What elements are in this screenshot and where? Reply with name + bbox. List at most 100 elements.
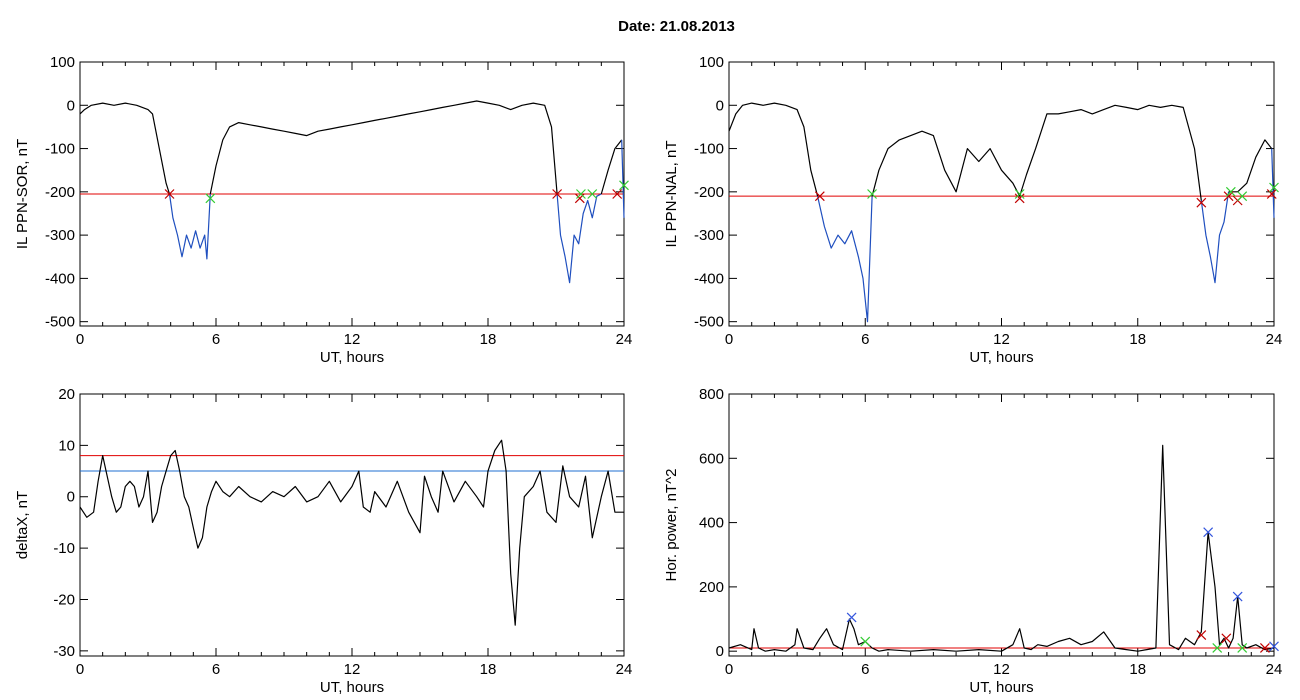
y-tick-label: 100 (699, 54, 724, 71)
x-tick-label: 0 (76, 661, 84, 678)
y-tick-label: 100 (50, 54, 75, 71)
panel-il-ppn-sor: 0 6 12 18 24 100 0 -100 -200 -300 -400 -500 UT, hour… (14, 54, 632, 366)
end-marker (1237, 643, 1248, 653)
peak-marker (1203, 527, 1214, 538)
substorm-line-segment (621, 139, 625, 218)
y-tick-label: 600 (699, 450, 724, 467)
data-line-segment (79, 439, 624, 626)
x-axis-label: UT, hours (320, 349, 384, 366)
y-tick-label: 0 (67, 97, 75, 114)
y-axis-label: IL PPN-NAL, nT (663, 141, 680, 248)
plot-frame (728, 393, 1275, 657)
substorm-line-segment (1271, 148, 1275, 218)
y-tick-label: -10 (53, 540, 75, 557)
end-marker (1225, 186, 1236, 197)
onset-marker (612, 189, 623, 199)
substorm-line-segment (1200, 191, 1230, 284)
data-line-segment (600, 139, 623, 195)
end-marker (1014, 189, 1025, 199)
y-tick-label: 10 (58, 437, 75, 454)
x-tick-label: 12 (344, 331, 361, 348)
substorm-line-segment (817, 196, 873, 323)
substorm-line-segment (556, 193, 602, 284)
chart-title: Date: 21.08.2013 (618, 18, 735, 35)
end-marker (576, 189, 586, 199)
x-tick-label: 12 (344, 661, 361, 678)
y-tick-label: -400 (45, 270, 75, 287)
onset-marker (1196, 630, 1207, 641)
x-tick-label: 24 (1266, 331, 1283, 348)
plot-frame (728, 61, 1275, 327)
end-marker (860, 636, 871, 647)
panel-deltax: 0 6 12 18 24 20 10 0 -10 -20 -30 UT, hours deltaX, n… (14, 386, 632, 696)
y-tick-label: 0 (716, 643, 724, 660)
y-tick-label: -20 (53, 591, 75, 608)
x-tick-label: 0 (725, 661, 733, 678)
y-tick-label: 0 (67, 489, 75, 506)
y-tick-label: -200 (45, 184, 75, 201)
x-tick-label: 6 (861, 661, 869, 678)
data-line-segment (209, 100, 558, 195)
peak-marker (846, 612, 857, 623)
x-tick-label: 0 (76, 331, 84, 348)
end-marker (867, 189, 877, 199)
x-axis-label: UT, hours (320, 679, 384, 696)
y-tick-label: 800 (699, 386, 724, 403)
y-axis-label: deltaX, nT (14, 491, 31, 559)
end-marker (619, 180, 629, 191)
end-marker (1212, 643, 1223, 653)
plot-frame (79, 393, 625, 657)
end-marker (1269, 182, 1279, 193)
x-tick-label: 6 (212, 331, 220, 348)
data-line-segment (728, 102, 819, 197)
y-tick-label: -300 (45, 227, 75, 244)
onset-marker (1014, 193, 1025, 204)
y-tick-label: -500 (694, 314, 724, 331)
panel-il-ppn-nal: 0 6 12 18 24 100 0 -100 -200 -300 -400 -500 UT, hour… (663, 54, 1282, 366)
onset-marker (1196, 197, 1207, 208)
end-marker (205, 193, 216, 204)
onset-marker (1259, 643, 1270, 653)
data-line-segment (79, 102, 171, 195)
y-tick-label: -100 (45, 141, 75, 158)
y-tick-label: 20 (58, 386, 75, 403)
x-tick-label: 18 (1129, 661, 1146, 678)
panel-hor-power: 0 6 12 18 24 800 600 400 200 0 UT, hours Hor. power… (663, 386, 1282, 696)
peak-marker (1232, 591, 1243, 602)
y-axis-label: IL PPN-SOR, nT (14, 139, 31, 249)
x-tick-label: 18 (1129, 331, 1146, 348)
end-marker (587, 189, 598, 199)
onset-marker (814, 191, 825, 202)
x-axis-label: UT, hours (969, 679, 1033, 696)
x-axis-label: UT, hours (969, 349, 1033, 366)
onset-marker (1266, 189, 1277, 199)
x-tick-label: 24 (1266, 661, 1283, 678)
peak-marker (1269, 641, 1279, 652)
data-line-segment (1228, 139, 1273, 193)
y-tick-label: -500 (45, 314, 75, 331)
data-line-segment (728, 444, 1275, 652)
data-line-segment (871, 104, 1202, 201)
x-tick-label: 12 (993, 661, 1010, 678)
substorm-line-segment (168, 193, 211, 260)
x-tick-label: 0 (725, 331, 733, 348)
x-tick-label: 6 (861, 331, 869, 348)
onset-marker (552, 189, 563, 199)
x-tick-label: 18 (480, 661, 497, 678)
y-tick-label: -300 (694, 227, 724, 244)
end-marker (1237, 191, 1248, 202)
y-tick-label: -100 (694, 141, 724, 158)
y-tick-label: 200 (699, 579, 724, 596)
y-tick-label: -400 (694, 270, 724, 287)
x-tick-label: 6 (212, 661, 220, 678)
x-tick-label: 18 (480, 331, 497, 348)
x-tick-label: 12 (993, 331, 1010, 348)
y-tick-label: -30 (53, 643, 75, 660)
y-axis-label: Hor. power, nT^2 (663, 469, 680, 582)
onset-marker (1221, 633, 1232, 644)
onset-marker (164, 189, 175, 199)
y-tick-label: 400 (699, 515, 724, 532)
y-tick-label: -200 (694, 184, 724, 201)
y-tick-label: 0 (716, 97, 724, 114)
